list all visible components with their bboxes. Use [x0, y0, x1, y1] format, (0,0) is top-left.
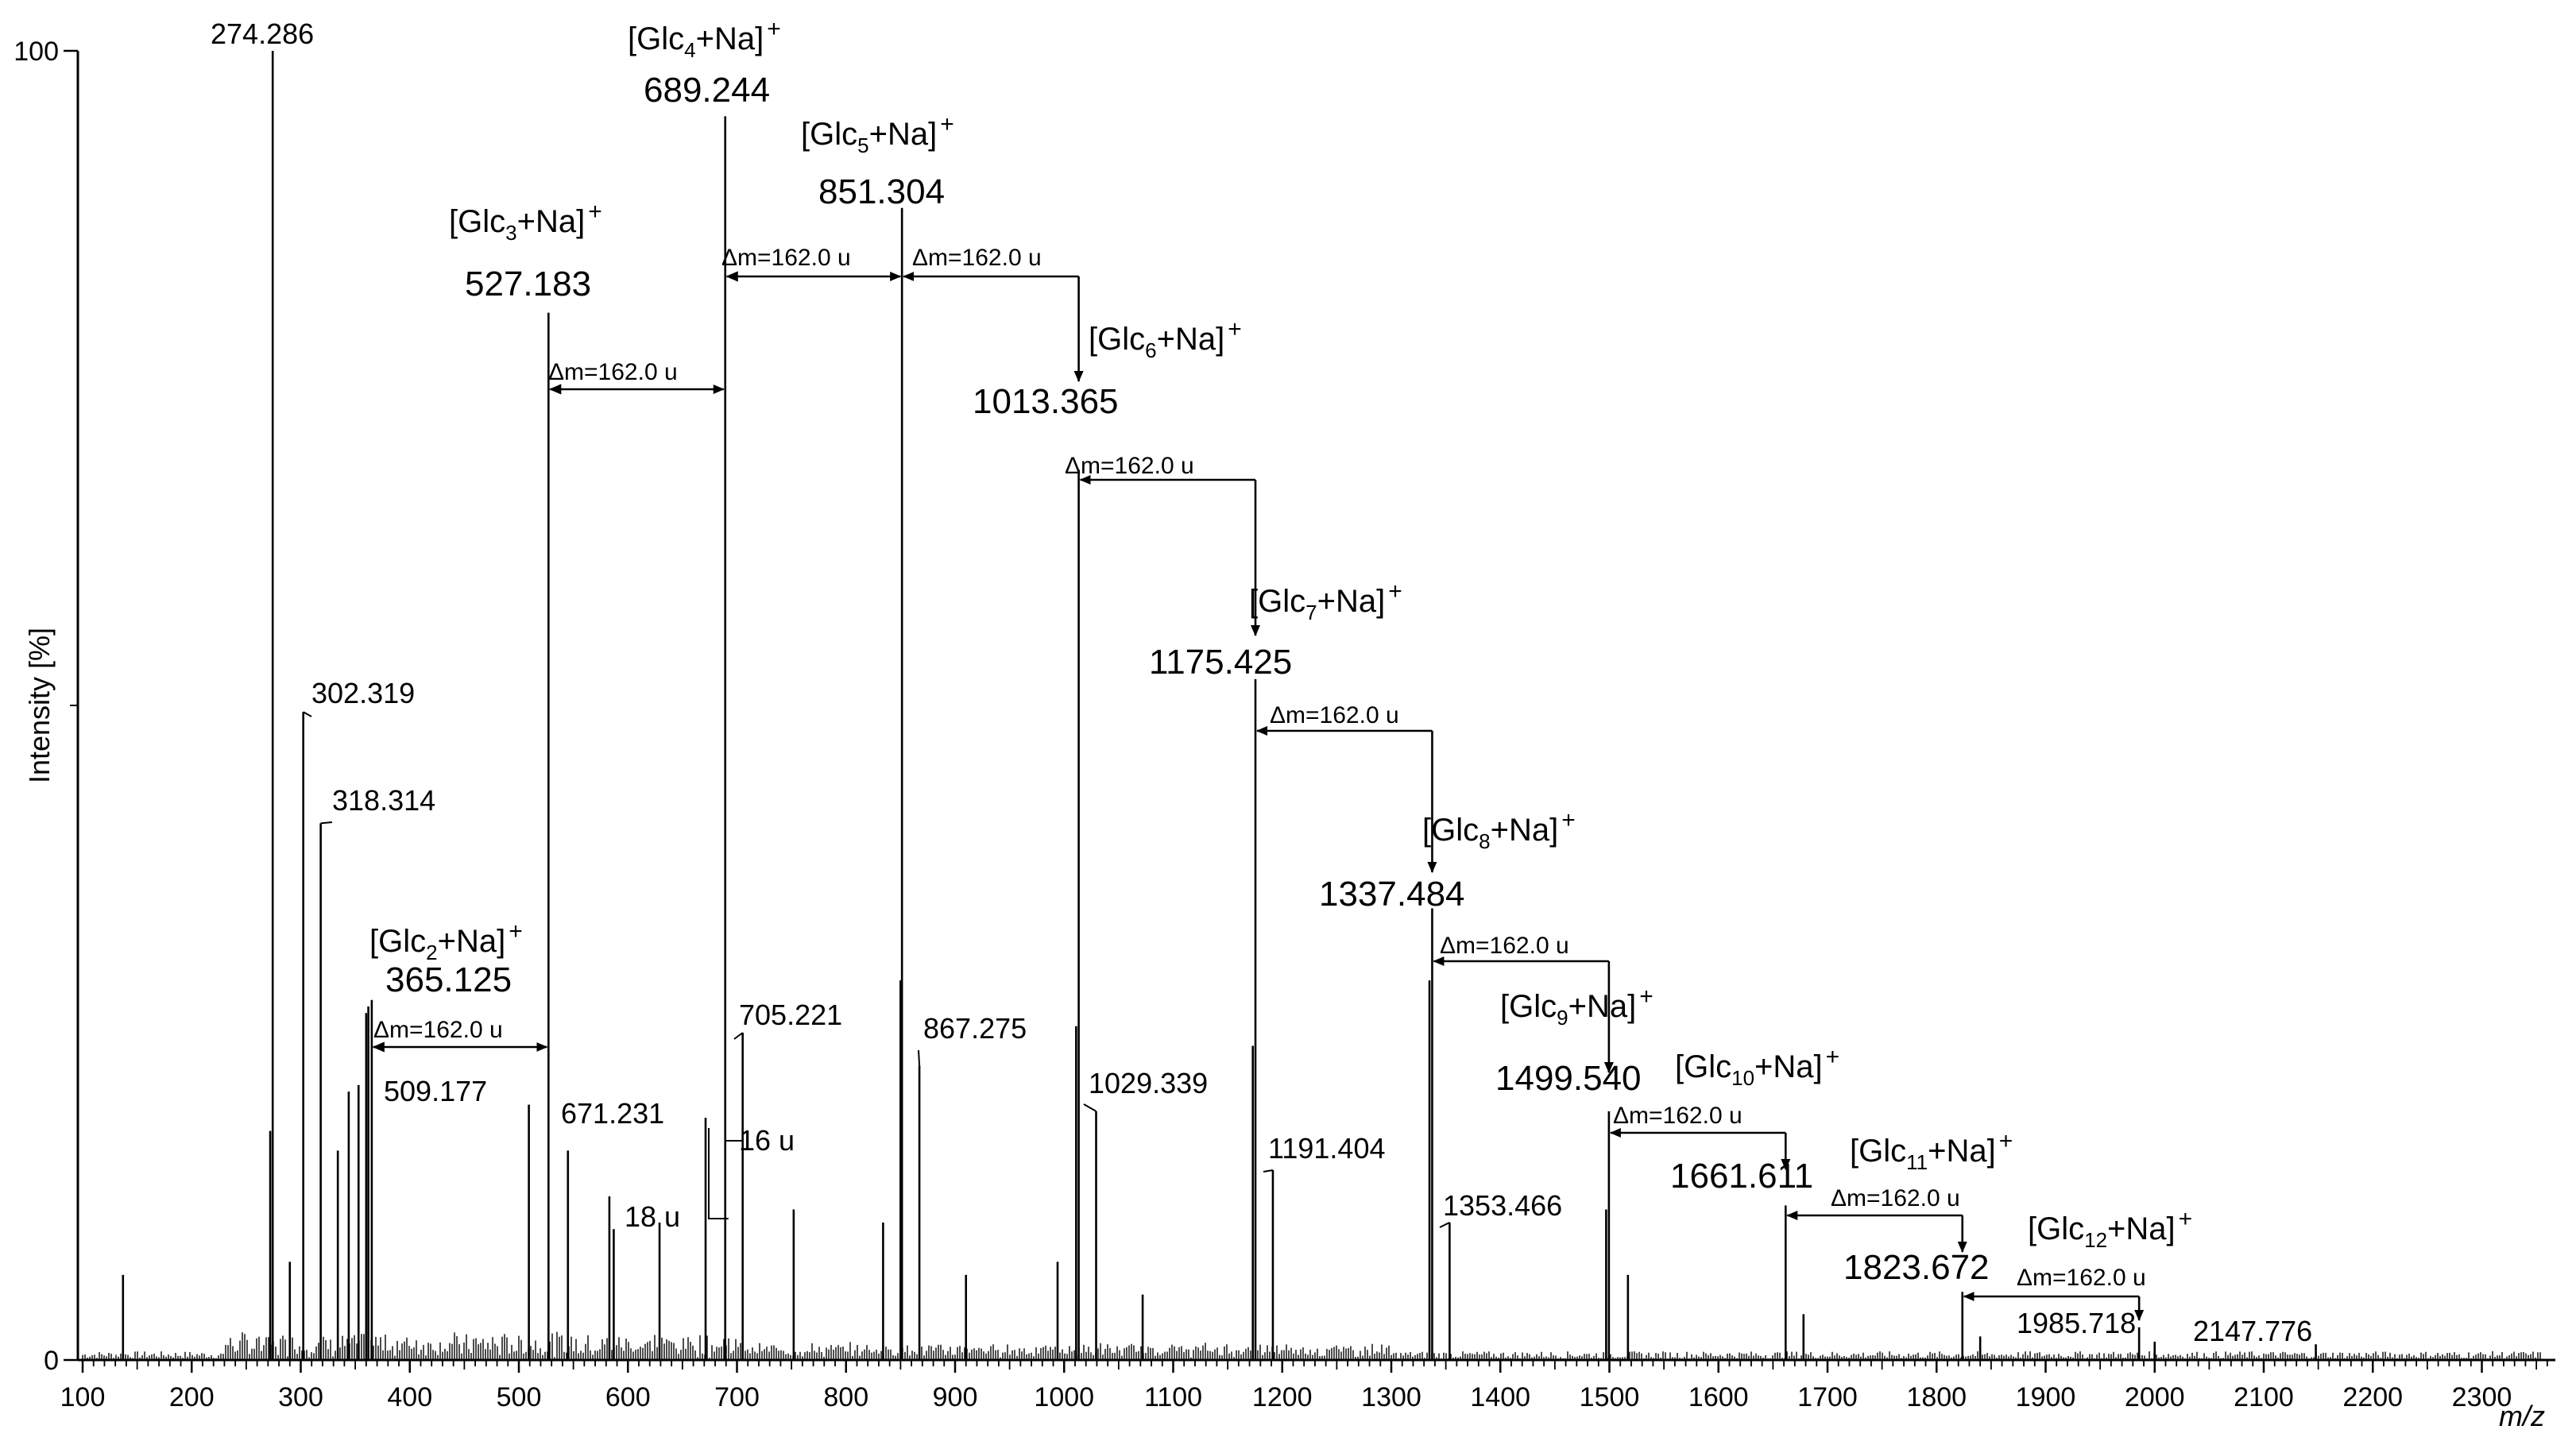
x-tick-label-500: 500 — [497, 1382, 542, 1412]
x-tick-label-200: 200 — [169, 1382, 215, 1412]
peak-label-274.286: 274.286 — [211, 17, 314, 50]
x-tick-label-2000: 2000 — [2125, 1382, 2185, 1412]
x-tick-label-1300: 1300 — [1361, 1382, 1421, 1412]
y-axis-title: Intensity [%] — [23, 628, 56, 783]
label-leader — [1439, 1222, 1450, 1228]
y-tick-label-0: 0 — [44, 1346, 59, 1376]
ion-label-glc10: [Glc10+Na] + — [1675, 1044, 1839, 1090]
peak-label-671.231: 671.231 — [561, 1097, 664, 1130]
loss-label-18: 18 u — [625, 1200, 680, 1233]
ion-label-glc4: [Glc4+Na] + — [628, 16, 781, 62]
peak-label-509.177: 509.177 — [384, 1075, 487, 1107]
x-tick-label-1200: 1200 — [1252, 1382, 1313, 1412]
delta-label: Δm=162.0 u — [1440, 933, 1569, 959]
ion-label-glc3: [Glc3+Na] + — [449, 199, 602, 245]
axis-ticks: 100 200 300 400 500 600 700 800 900 1000 1100 1200 1… — [14, 37, 2548, 1412]
delta-label: Δm=162.0 u — [1613, 1103, 1742, 1129]
ion-label-glc5: [Glc5+Na] + — [801, 111, 954, 157]
x-tick-label-1000: 1000 — [1034, 1382, 1094, 1412]
ion-mz-label-365.125: 365.125 — [385, 960, 512, 999]
x-tick-label-600: 600 — [605, 1382, 651, 1412]
ion-mz-label-527.183: 527.183 — [465, 265, 591, 303]
ion-mz-label-1661.611: 1661.611 — [1670, 1157, 1813, 1196]
peak-label-1029.339: 1029.339 — [1089, 1067, 1208, 1099]
delta-label: Δm=162.0 u — [1270, 702, 1399, 728]
ion-mz-label-1823.672: 1823.672 — [1843, 1248, 1990, 1287]
ion-label-glc12: [Glc12+Na] + — [2028, 1206, 2192, 1252]
delta-label: Δm=162.0 u — [912, 245, 1042, 271]
peak-label-1353.466: 1353.466 — [1443, 1189, 1562, 1222]
x-tick-label-2200: 2200 — [2342, 1382, 2403, 1412]
label-leader — [1263, 1169, 1274, 1173]
delta-label: Δm=162.0 u — [1065, 453, 1194, 479]
peak-label-318.314: 318.314 — [332, 784, 435, 817]
delta-arrow-tail — [725, 271, 738, 282]
peak-label-705.221: 705.221 — [739, 999, 842, 1031]
ion-mz-label-1013.365: 1013.365 — [973, 382, 1119, 421]
x-tick-label-1900: 1900 — [2016, 1382, 2076, 1412]
peak-label-2147.776: 2147.776 — [2193, 1315, 2312, 1347]
ion-label-glc7: [Glc7+Na] + — [1249, 578, 1402, 624]
delta-arrow-tail — [549, 384, 562, 395]
x-axis-title: m/z — [2499, 1400, 2545, 1432]
ion-mz-label-1175.425: 1175.425 — [1149, 643, 1292, 682]
delta-arrow-tail — [372, 1041, 385, 1053]
peak-label-302.319: 302.319 — [311, 677, 415, 709]
ion-label-glc9: [Glc9+Na] + — [1500, 983, 1654, 1030]
delta-label: Δm=162.0 u — [1831, 1185, 1960, 1211]
ion-label-glc6: [Glc6+Na] + — [1089, 316, 1242, 362]
delta-label: Δm=162.0 u — [721, 245, 851, 271]
x-tick-label-2300: 2300 — [2452, 1382, 2512, 1412]
ion-label-glc2: [Glc2+Na] + — [369, 918, 523, 964]
delta-label: Δm=162.0 u — [373, 1017, 503, 1043]
peak-label-867.275: 867.275 — [923, 1012, 1027, 1045]
ion-label-glc8: [Glc8+Na] + — [1422, 807, 1576, 853]
annotations: 274.286 302.319 318.314 509.177 671.231 705.2… — [211, 16, 2312, 1347]
ion-mz-label-1337.484: 1337.484 — [1319, 875, 1465, 914]
ion-mz-label-851.304: 851.304 — [818, 172, 945, 211]
x-tick-label-1700: 1700 — [1797, 1382, 1858, 1412]
x-tick-label-300: 300 — [278, 1382, 323, 1412]
x-tick-label-1500: 1500 — [1580, 1382, 1640, 1412]
peak-label-1985.718: 1985.718 — [2017, 1307, 2136, 1339]
x-tick-label-400: 400 — [387, 1382, 432, 1412]
delta-label: Δm=162.0 u — [548, 359, 678, 385]
peak-sticks — [122, 51, 2317, 1360]
x-tick-label-2100: 2100 — [2234, 1382, 2294, 1412]
x-tick-label-100: 100 — [60, 1382, 106, 1412]
x-tick-label-800: 800 — [823, 1382, 868, 1412]
ion-label-glc11: [Glc11+Na] + — [1850, 1128, 2013, 1174]
x-tick-label-1600: 1600 — [1688, 1382, 1749, 1412]
x-tick-label-1800: 1800 — [1906, 1382, 1967, 1412]
loss-bracket-18 — [708, 1128, 729, 1219]
ion-mz-label-689.244: 689.244 — [644, 71, 770, 110]
delta-label: Δm=162.0 u — [2017, 1265, 2146, 1291]
x-tick-label-1400: 1400 — [1470, 1382, 1530, 1412]
peak-label-1191.404: 1191.404 — [1268, 1132, 1385, 1165]
label-leader — [1083, 1103, 1097, 1112]
label-leader — [320, 821, 333, 825]
x-tick-label-1100: 1100 — [1144, 1382, 1202, 1412]
label-leader — [733, 1032, 744, 1040]
x-tick-label-700: 700 — [714, 1382, 760, 1412]
label-leader — [303, 711, 312, 717]
ion-mz-label-1499.540: 1499.540 — [1495, 1059, 1642, 1098]
x-tick-label-900: 900 — [933, 1382, 978, 1412]
y-tick-label-100: 100 — [14, 37, 59, 67]
loss-label-16: 16 u — [739, 1124, 795, 1157]
